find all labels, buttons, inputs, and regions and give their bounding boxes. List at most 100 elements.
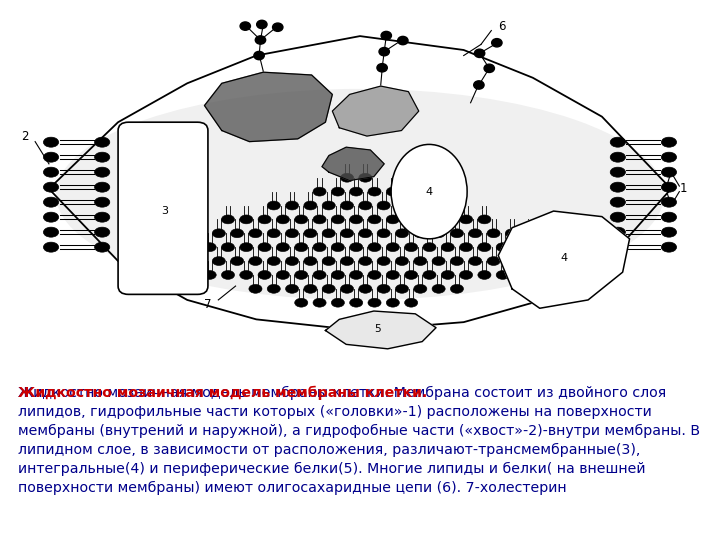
Ellipse shape xyxy=(662,197,677,207)
Ellipse shape xyxy=(258,242,271,252)
FancyBboxPatch shape xyxy=(118,122,208,294)
Text: 4: 4 xyxy=(560,253,567,264)
Ellipse shape xyxy=(43,182,58,192)
Ellipse shape xyxy=(523,229,537,238)
Text: 3: 3 xyxy=(161,206,168,216)
Ellipse shape xyxy=(432,285,445,293)
Ellipse shape xyxy=(94,242,109,252)
Ellipse shape xyxy=(130,242,143,252)
Ellipse shape xyxy=(94,197,109,207)
Ellipse shape xyxy=(258,215,271,224)
Ellipse shape xyxy=(611,137,626,147)
Ellipse shape xyxy=(313,298,326,307)
Ellipse shape xyxy=(43,167,58,177)
Ellipse shape xyxy=(487,256,500,266)
Ellipse shape xyxy=(286,256,299,266)
Ellipse shape xyxy=(496,242,509,252)
Ellipse shape xyxy=(611,212,626,222)
Ellipse shape xyxy=(304,201,317,210)
Ellipse shape xyxy=(294,242,308,252)
Circle shape xyxy=(256,21,267,29)
Ellipse shape xyxy=(611,167,626,177)
Ellipse shape xyxy=(432,229,445,238)
Ellipse shape xyxy=(331,215,344,224)
Ellipse shape xyxy=(341,285,354,293)
Ellipse shape xyxy=(368,298,381,307)
Ellipse shape xyxy=(611,182,626,192)
Ellipse shape xyxy=(405,187,418,196)
Ellipse shape xyxy=(611,242,626,252)
Ellipse shape xyxy=(249,256,262,266)
Ellipse shape xyxy=(94,152,109,162)
Circle shape xyxy=(379,48,390,56)
Ellipse shape xyxy=(341,173,354,182)
Ellipse shape xyxy=(459,242,472,252)
Text: 5: 5 xyxy=(374,324,381,334)
Ellipse shape xyxy=(94,227,109,237)
Ellipse shape xyxy=(478,215,491,224)
Polygon shape xyxy=(322,147,384,180)
Text: Жидкостно мозаичная модель мембраны клетки.: Жидкостно мозаичная модель мембраны клет… xyxy=(18,386,428,401)
Ellipse shape xyxy=(441,271,454,279)
Ellipse shape xyxy=(386,242,400,252)
Ellipse shape xyxy=(414,256,427,266)
Ellipse shape xyxy=(43,137,58,147)
Ellipse shape xyxy=(451,256,464,266)
Circle shape xyxy=(377,64,387,72)
Ellipse shape xyxy=(386,298,400,307)
Ellipse shape xyxy=(478,242,491,252)
Ellipse shape xyxy=(203,242,216,252)
Ellipse shape xyxy=(395,285,408,293)
Ellipse shape xyxy=(240,215,253,224)
Ellipse shape xyxy=(56,89,664,300)
Ellipse shape xyxy=(405,242,418,252)
Ellipse shape xyxy=(611,227,626,237)
Ellipse shape xyxy=(222,271,235,279)
Ellipse shape xyxy=(94,137,109,147)
Ellipse shape xyxy=(414,229,427,238)
Ellipse shape xyxy=(276,242,289,252)
Ellipse shape xyxy=(469,229,482,238)
Ellipse shape xyxy=(414,285,427,293)
Ellipse shape xyxy=(551,242,564,252)
Ellipse shape xyxy=(451,201,464,210)
Ellipse shape xyxy=(313,215,326,224)
Ellipse shape xyxy=(432,201,445,210)
Ellipse shape xyxy=(313,242,326,252)
Ellipse shape xyxy=(304,229,317,238)
Polygon shape xyxy=(325,311,436,349)
Ellipse shape xyxy=(405,215,418,224)
Ellipse shape xyxy=(395,229,408,238)
Ellipse shape xyxy=(43,197,58,207)
Ellipse shape xyxy=(377,256,390,266)
Ellipse shape xyxy=(662,242,677,252)
Ellipse shape xyxy=(157,256,171,266)
Ellipse shape xyxy=(304,256,317,266)
Ellipse shape xyxy=(304,285,317,293)
Ellipse shape xyxy=(322,256,336,266)
Ellipse shape xyxy=(166,242,179,252)
Ellipse shape xyxy=(496,271,509,279)
Ellipse shape xyxy=(249,229,262,238)
Circle shape xyxy=(474,81,484,89)
Ellipse shape xyxy=(249,285,262,293)
Ellipse shape xyxy=(230,256,243,266)
Ellipse shape xyxy=(331,271,344,279)
Ellipse shape xyxy=(267,285,280,293)
Ellipse shape xyxy=(276,271,289,279)
Circle shape xyxy=(397,36,408,45)
Circle shape xyxy=(474,49,485,57)
Ellipse shape xyxy=(322,285,336,293)
Ellipse shape xyxy=(43,227,58,237)
Ellipse shape xyxy=(331,187,344,196)
Ellipse shape xyxy=(459,271,472,279)
Ellipse shape xyxy=(423,271,436,279)
Polygon shape xyxy=(204,72,333,141)
Ellipse shape xyxy=(258,271,271,279)
Ellipse shape xyxy=(286,229,299,238)
Ellipse shape xyxy=(395,201,408,210)
Ellipse shape xyxy=(176,229,189,238)
Ellipse shape xyxy=(515,242,528,252)
Circle shape xyxy=(492,38,502,47)
Ellipse shape xyxy=(286,201,299,210)
